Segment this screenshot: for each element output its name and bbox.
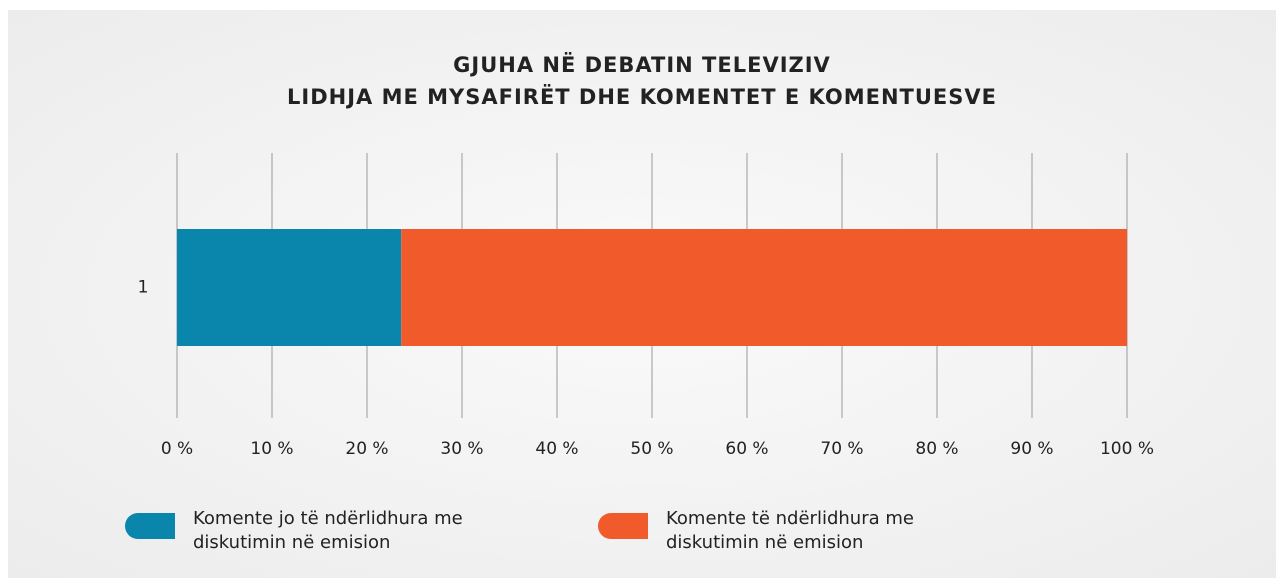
chart-subtitle: LIDHJA ME MYSAFIRËT DHE KOMENTET E KOMEN… [287,84,997,109]
x-tick-label: 40 % [535,439,578,459]
x-tick-label: 60 % [725,439,768,459]
legend-label: Komente të ndërlidhura me diskutimin në … [666,508,914,553]
x-tick-label: 30 % [440,439,483,459]
x-tick-label: 100 % [1100,439,1154,459]
x-tick-label: 10 % [250,439,293,459]
bar-segment [401,229,1127,346]
legend-label: Komente jo të ndërlidhura me diskutimin … [193,508,463,553]
bar-segment [177,229,402,346]
chart-title: GJUHA NË DEBATIN TELEVIZIV [453,52,831,77]
y-tick-label: 1 [138,278,149,298]
x-tick-label: 50 % [630,439,673,459]
x-tick-label: 20 % [345,439,388,459]
x-tick-label: 90 % [1010,439,1053,459]
legend-swatch [125,513,175,539]
x-tick-label: 80 % [915,439,958,459]
x-tick-label: 0 % [161,439,193,459]
legend-swatch [598,513,648,539]
x-tick-label: 70 % [820,439,863,459]
